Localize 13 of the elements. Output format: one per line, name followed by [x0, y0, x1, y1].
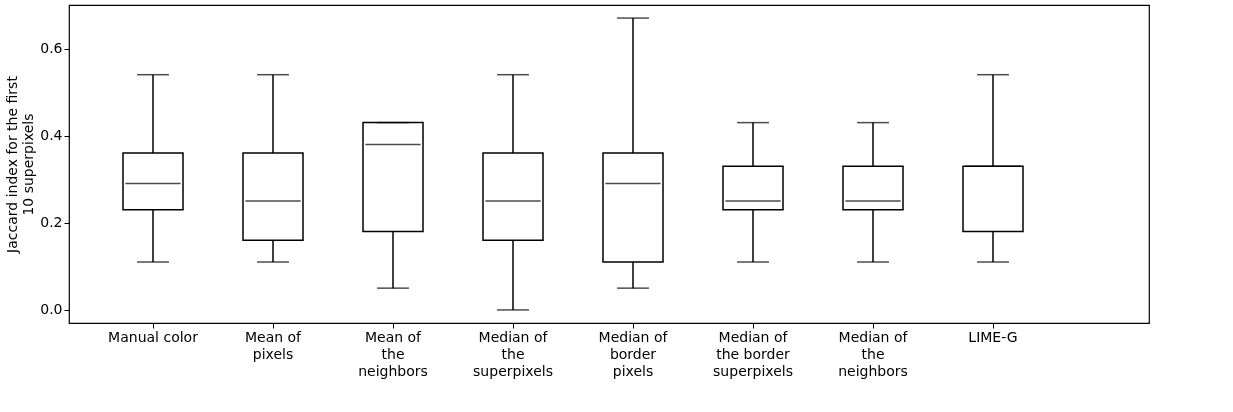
x-tick-label: Median of border pixels	[598, 328, 669, 379]
y-axis-title: Jaccard index for the first 10 superpixels	[4, 75, 37, 254]
y-tick-label: 0.2	[40, 214, 63, 231]
x-tick-label: Median of the neighbors	[838, 328, 909, 379]
x-tick-label: Mean of pixels	[244, 328, 303, 362]
x-tick-label: LIME-G	[968, 328, 1018, 345]
x-tick-label: Mean of the neighbors	[358, 328, 428, 379]
y-tick-label: 0.4	[40, 127, 63, 144]
x-tick-label: Median of the border superpixels	[713, 328, 793, 379]
y-tick-label: 0.0	[40, 301, 63, 318]
y-tick-label: 0.6	[40, 40, 63, 57]
x-tick-label: Median of the superpixels	[473, 328, 553, 379]
x-tick-label: Manual color	[108, 328, 199, 345]
